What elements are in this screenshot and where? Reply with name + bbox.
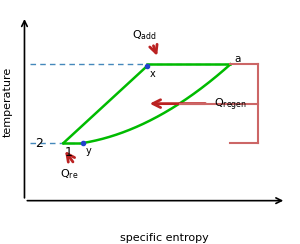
Text: a: a: [235, 54, 241, 64]
Text: specific entropy: specific entropy: [120, 233, 208, 243]
Text: 2: 2: [36, 137, 43, 150]
Text: Q$_{\mathrm{re}}$: Q$_{\mathrm{re}}$: [60, 167, 78, 181]
Text: Q$_{\mathrm{regen}}$: Q$_{\mathrm{regen}}$: [214, 96, 247, 113]
Text: y: y: [86, 146, 92, 156]
Text: 1: 1: [65, 145, 73, 159]
Text: temperature: temperature: [3, 67, 13, 137]
Text: x: x: [150, 69, 155, 79]
Text: Q$_{\mathrm{add}}$: Q$_{\mathrm{add}}$: [132, 29, 157, 42]
